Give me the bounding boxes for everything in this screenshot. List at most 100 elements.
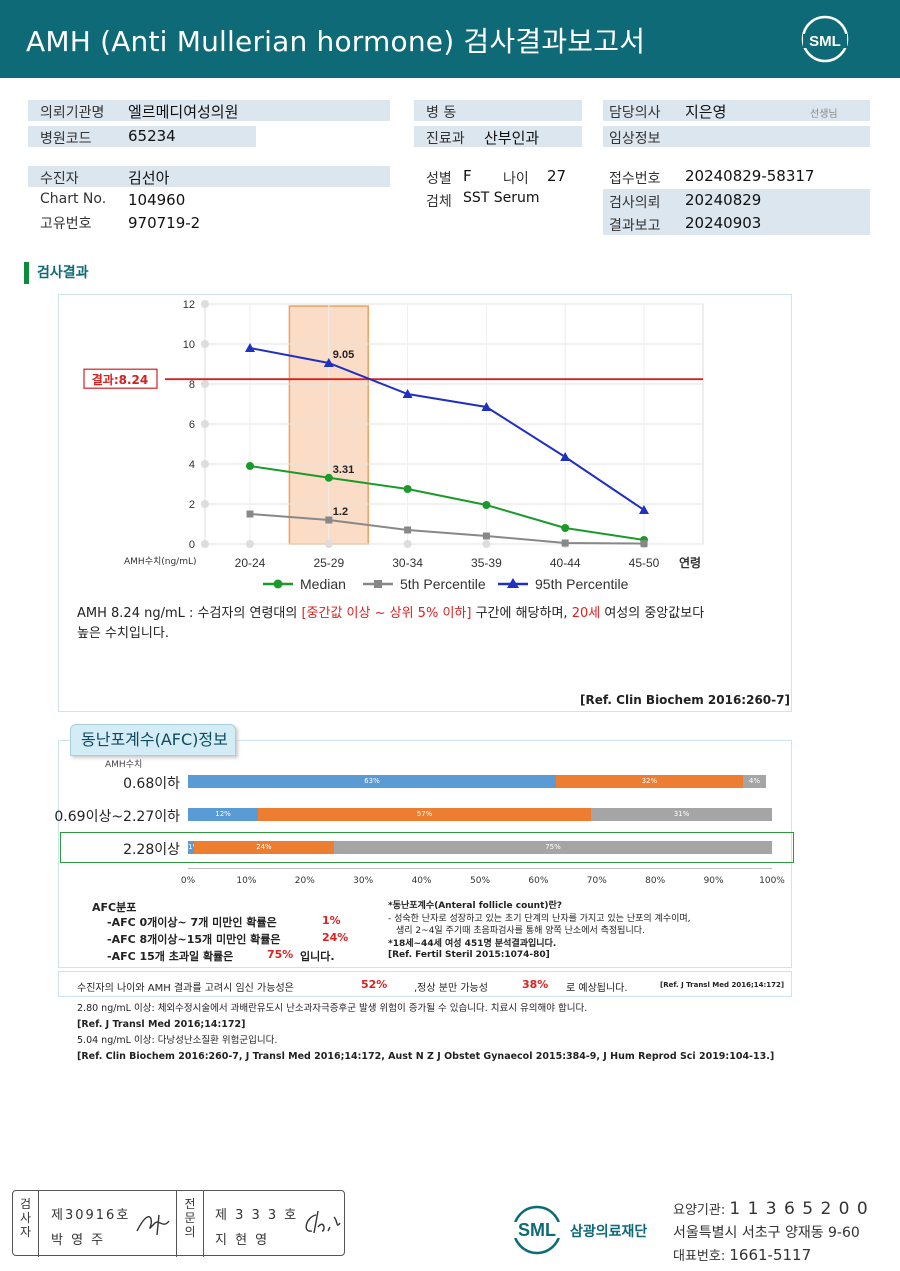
id-label: 고유번호 [40, 216, 92, 232]
x-tick-label: 20-24 [235, 556, 266, 570]
data-point [324, 473, 333, 482]
report-value: 20240903 [685, 214, 762, 232]
clinical-label: 임상정보 [609, 131, 661, 147]
data-point [640, 540, 648, 548]
afc-row-label: 2.28이상 [123, 842, 180, 858]
data-point [561, 524, 570, 532]
hospital-code-value: 65234 [128, 127, 176, 145]
dept-value: 산부인과 [484, 129, 540, 147]
request-value: 20240829 [685, 191, 762, 209]
pregnancy-pre: 수진자의 나이와 AMH 결과를 고려시 임신 가능성은 [77, 983, 294, 994]
data-label: 9.05 [333, 349, 354, 361]
data-point [403, 485, 412, 493]
y-tick-label: 6 [189, 419, 195, 431]
interpretation-text: AMH 8.24 ng/mL : 수검자의 연령대의 [중간값 이상 ~ 상위 … [77, 604, 797, 644]
request-label: 검사의뢰 [609, 195, 661, 211]
data-point [404, 526, 412, 534]
y-tick-label: 0 [189, 539, 195, 551]
afc-bar-segment: 4% [742, 775, 767, 788]
specimen-value: SST Serum [463, 190, 540, 206]
sex-value: F [463, 167, 472, 185]
afc-x-tick: 100% [759, 876, 785, 886]
afc-stacked-bar: 63% 32% 4% [188, 775, 772, 788]
x-axis-label: 연령 [679, 555, 701, 570]
data-point [481, 402, 492, 411]
afc-dist-title: AFC분포 [92, 901, 137, 914]
legend-label: 5th Percentile [400, 576, 486, 592]
amh-line-chart: 0 2 4 6 8 10 12 20-24 25-29 30-34 35-39 40-44 45-50 연… [83, 299, 704, 592]
chart-label: Chart No. [40, 191, 107, 207]
address: 서울특별시 서초구 양재동 9-60 [673, 1225, 860, 1241]
section-title-results: 검사결과 [24, 262, 89, 284]
data-point [325, 516, 333, 524]
patient-band [28, 166, 390, 187]
x-tick-dot [246, 540, 254, 548]
afc-x-tick: 70% [586, 876, 607, 886]
patient-value: 김선아 [128, 169, 170, 187]
data-point [402, 389, 413, 398]
report-header: AMH (Anti Mullerian hormone) 검사결과보고서 SML [0, 0, 900, 78]
specialist-name: 지 현 영 [215, 1233, 270, 1248]
x-tick-label: 40-44 [550, 556, 581, 570]
report-label: 결과보고 [609, 218, 661, 234]
afc-dist-2: -AFC 8개이상~15개 미만인 확률은 24% [107, 931, 349, 946]
receipt-label: 접수번호 [609, 171, 661, 187]
pregnancy-ref: [Ref. J Transl Med 2016;14:172] [660, 981, 785, 989]
pregnancy-mid: ,정상 분만 가능성 [414, 983, 488, 994]
data-point [561, 539, 569, 547]
pregnancy-box: 수진자의 나이와 AMH 결과를 고려시 임신 가능성은 52% ,정상 분만 … [58, 971, 792, 997]
id-value: 970719-2 [128, 214, 201, 232]
series-line-5th-percentile [249, 513, 645, 545]
doctor-label: 담당의사 [609, 105, 661, 121]
clinical-band [603, 126, 870, 147]
doctor-suffix: 선생님 [810, 109, 838, 120]
pregnancy-post: 로 예상됩니다. [566, 983, 628, 994]
series-line-median [249, 465, 645, 541]
sml-logo-icon: SML [801, 15, 849, 63]
y-tick-dot [201, 540, 209, 548]
interpretation-line2: 높은 수치입니다. [77, 626, 169, 641]
afc-bar-segment: 1% [188, 841, 194, 854]
afc-bar-segment: 31% [590, 808, 772, 821]
data-point [482, 532, 490, 540]
afc-bar-segment: 32% [555, 775, 743, 788]
dept-label: 진료과 [426, 131, 465, 147]
afc-highlight-row [60, 832, 794, 863]
x-tick-label: 35-39 [471, 556, 502, 570]
afc-stacked-bar: 12% 57% 31% [188, 808, 772, 821]
data-point [560, 452, 571, 461]
legend-marker [374, 580, 382, 588]
data-point [246, 510, 254, 518]
legend-marker [273, 579, 283, 589]
x-tick-dot [403, 540, 412, 548]
y-tick-label: 8 [189, 379, 195, 391]
afc-bar-segment: 24% [193, 841, 334, 854]
specialist-license: 제 3 3 3 호 [215, 1208, 299, 1223]
interpretation-ref: [Ref. Clin Biochem 2016:260-7] [580, 693, 790, 707]
afc-bar-segment: 57% [258, 808, 591, 821]
sml-foundation-logo-icon: SML 삼광의료재단 [512, 1205, 647, 1255]
interpretation-mid: 구간에 해당하며, [471, 606, 572, 621]
afc-def-line1: - 성숙한 난자로 성장하고 있는 초기 단계의 난자를 가지고 있는 난포의 … [388, 914, 691, 924]
ward-band [414, 100, 582, 121]
y-tick-dot [201, 460, 209, 468]
result-label-box [83, 368, 158, 389]
notes: 2.80 ng/mL 이상: 체외수정시술에서 과배란유도시 난소과자극증후군 … [77, 1001, 774, 1065]
ward-label: 병 동 [426, 105, 457, 121]
afc-bar-segment: 75% [333, 841, 772, 854]
examiner-license: 제30916호 [51, 1208, 131, 1223]
afc-x-tick: 50% [469, 876, 491, 886]
dept-band [414, 126, 582, 147]
afc-dist-1: -AFC 0개이상~ 7개 미만인 확률은 1% [107, 914, 341, 929]
afc-def-line3: *18세~44세 여성 451명 분석결과입니다. [388, 939, 557, 949]
report-title: AMH (Anti Mullerian hormone) 검사결과보고서 [26, 25, 646, 58]
legend-marker [507, 578, 519, 588]
afc-x-tick: 60% [528, 876, 549, 886]
data-point [246, 462, 254, 470]
request-band [603, 189, 870, 235]
afc-info-box [58, 890, 792, 968]
age-value: 27 [547, 167, 567, 185]
institution-value: 엘르메디여성의원 [128, 103, 239, 121]
